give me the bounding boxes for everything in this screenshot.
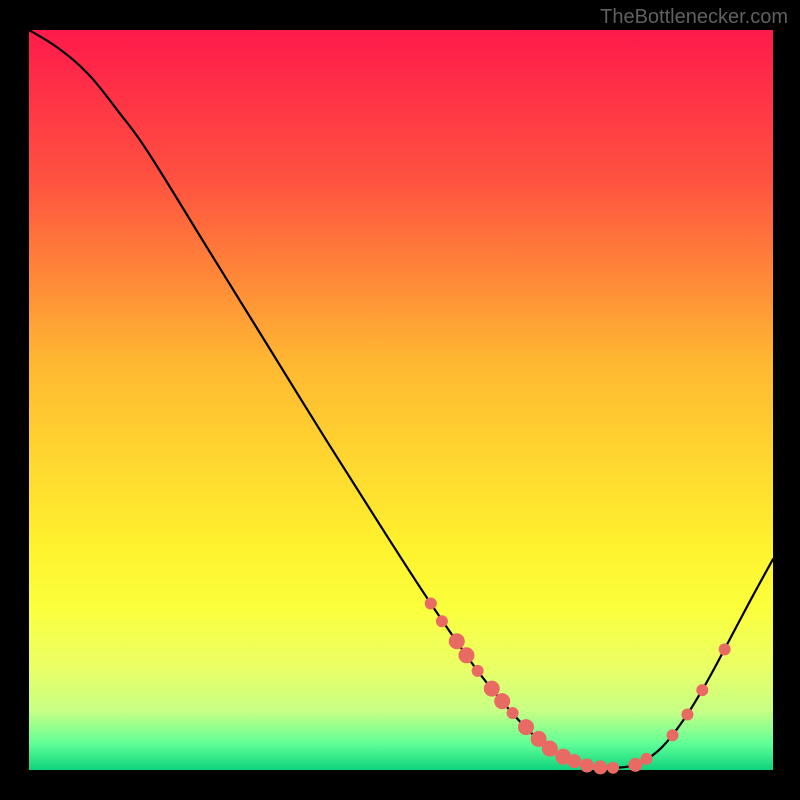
marker-point	[484, 681, 500, 697]
marker-point	[719, 643, 731, 655]
bottleneck-curve	[29, 30, 773, 768]
marker-point	[494, 693, 510, 709]
marker-point	[580, 759, 594, 773]
marker-point	[696, 684, 708, 696]
marker-point	[436, 615, 448, 627]
marker-point	[641, 753, 653, 765]
curve-markers	[425, 598, 731, 775]
marker-point	[607, 762, 619, 774]
plot-container	[0, 0, 800, 800]
marker-point	[472, 665, 484, 677]
marker-point	[667, 729, 679, 741]
marker-point	[567, 754, 581, 768]
marker-point	[593, 760, 607, 774]
marker-point	[449, 633, 465, 649]
marker-point	[507, 707, 519, 719]
marker-point	[425, 598, 437, 610]
marker-point	[681, 709, 693, 721]
watermark-text: TheBottlenecker.com	[600, 6, 788, 29]
curve-layer	[29, 30, 773, 770]
marker-point	[542, 741, 558, 757]
marker-point	[518, 719, 534, 735]
plot-area	[29, 30, 773, 770]
marker-point	[628, 758, 642, 772]
marker-point	[458, 647, 474, 663]
